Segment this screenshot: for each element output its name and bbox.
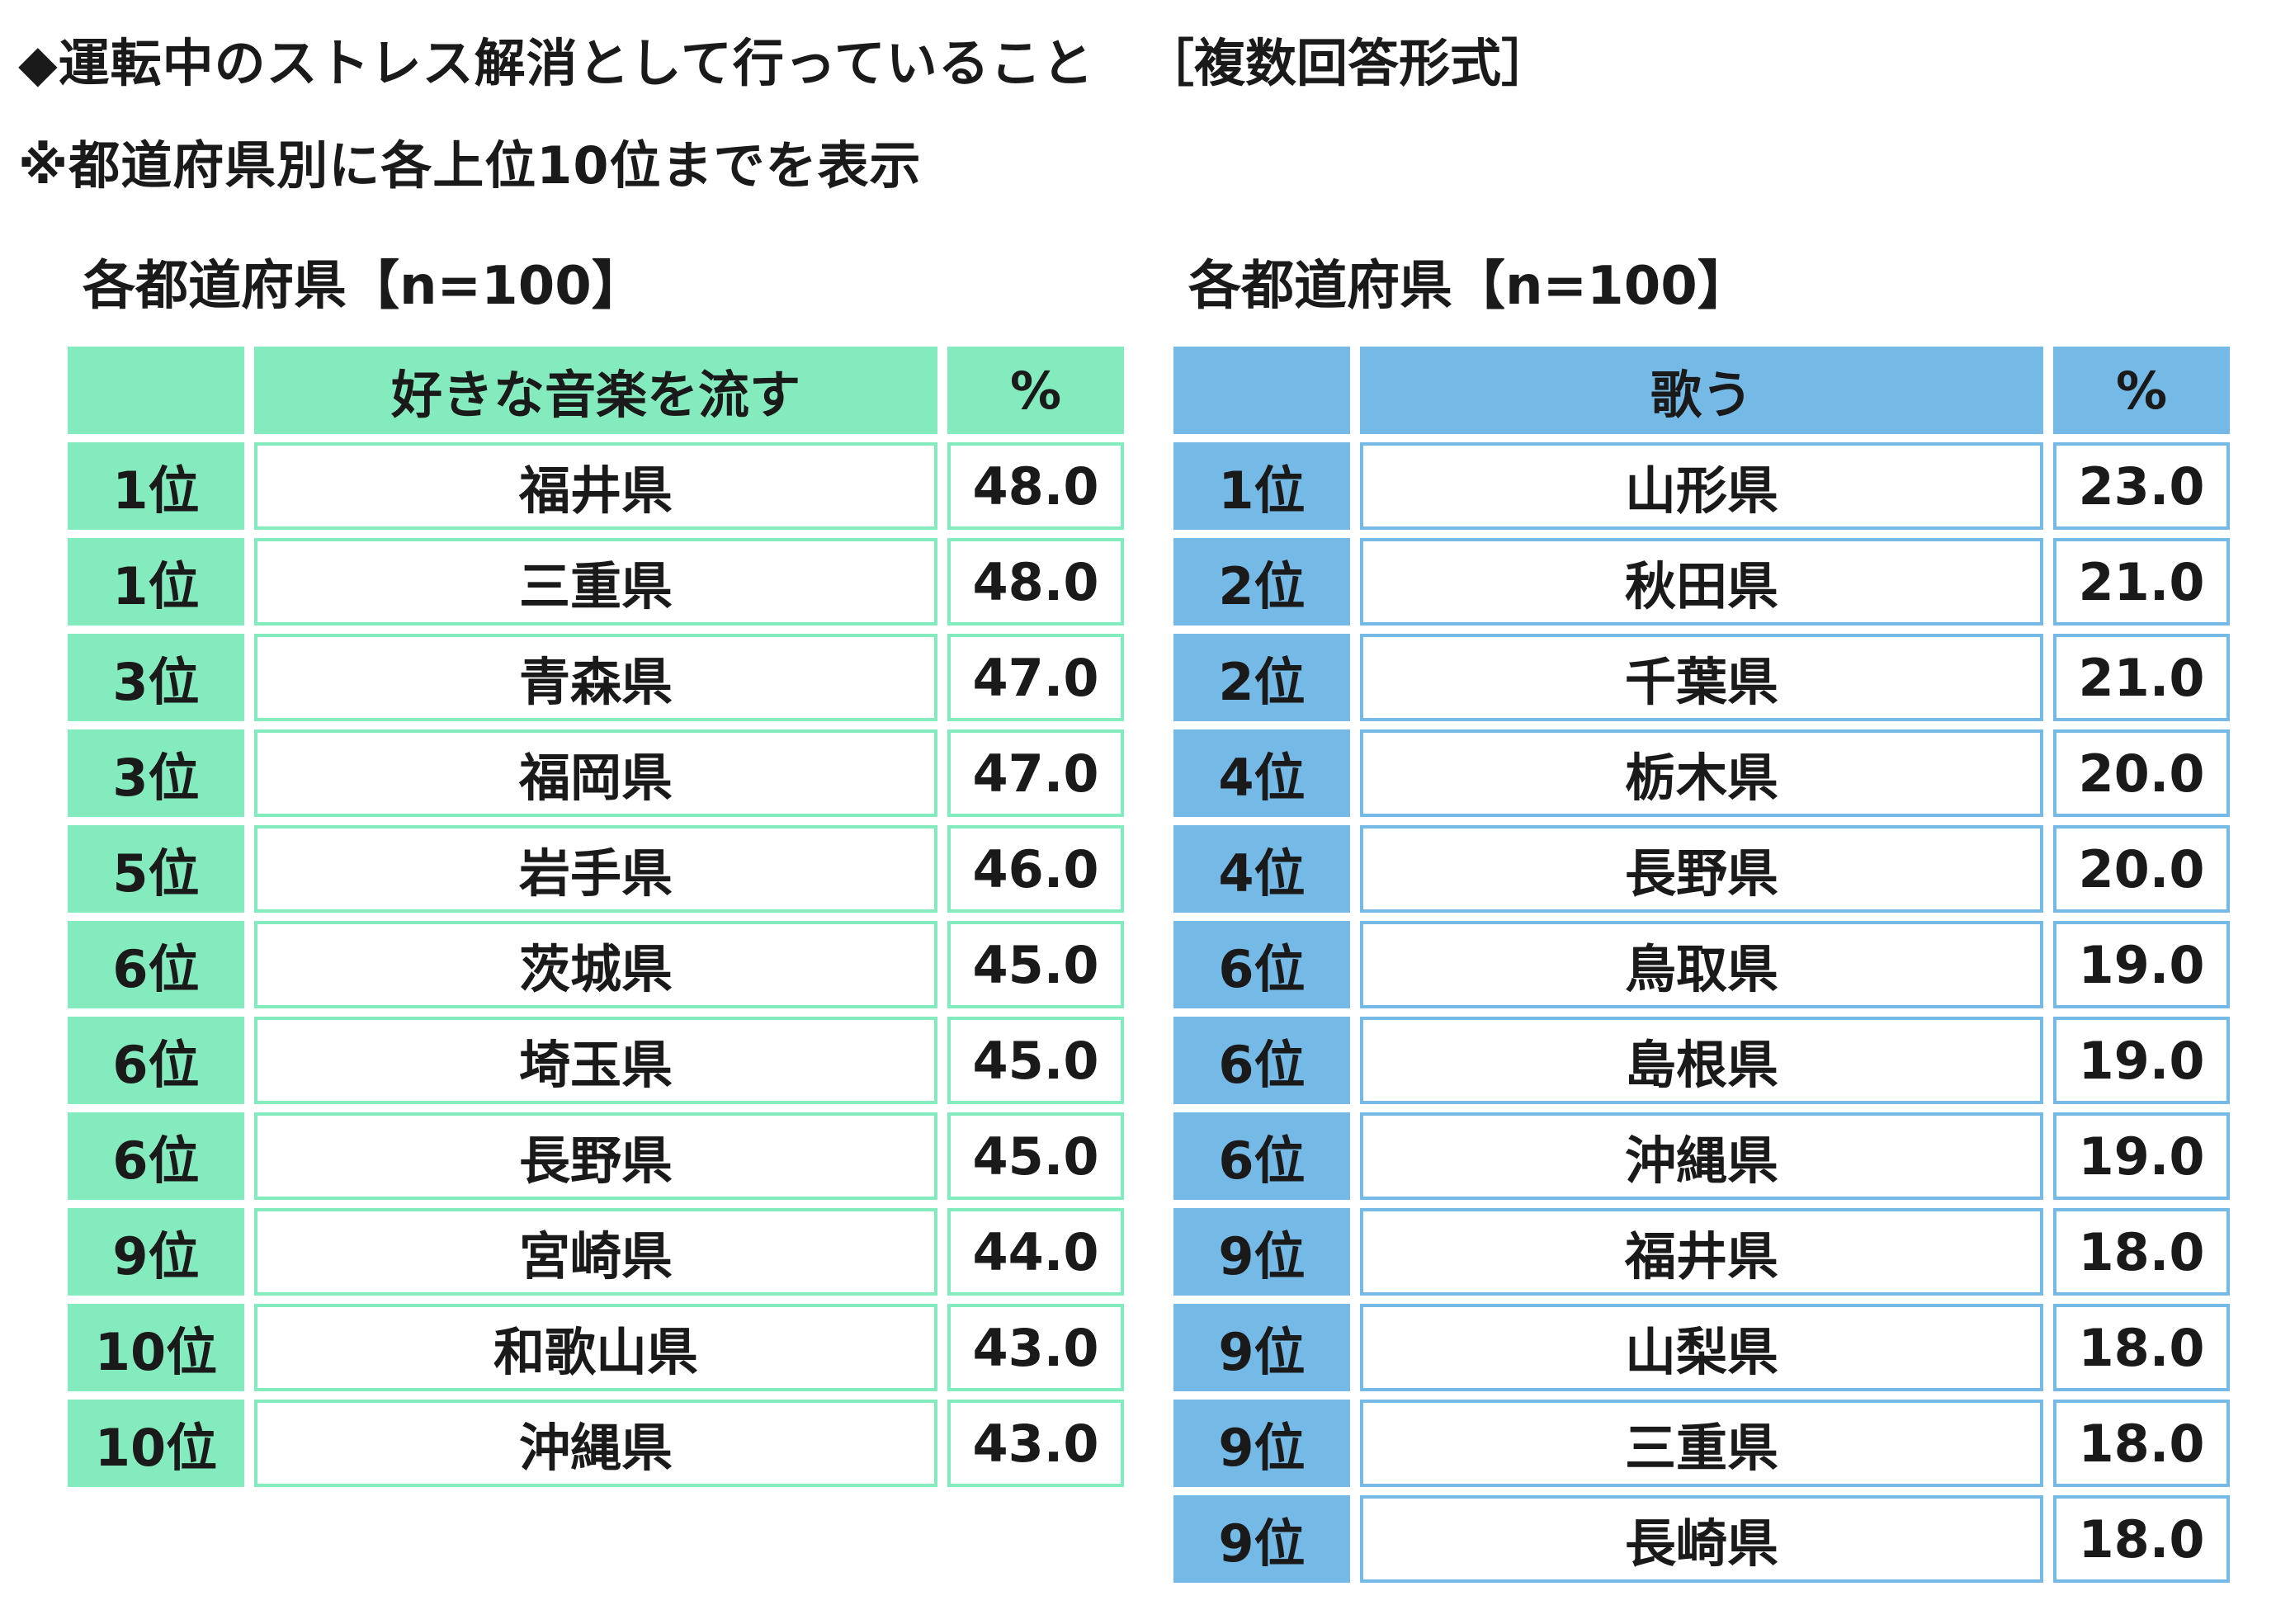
value-cell: 48.0	[947, 442, 1124, 530]
value-cell: 20.0	[2053, 825, 2230, 913]
value-cell: 45.0	[947, 1112, 1124, 1200]
value-cell: 45.0	[947, 1017, 1124, 1104]
left-table-heading: 各都道府県【n=100】	[83, 256, 645, 317]
rank-cell: 6位	[1173, 921, 1350, 1008]
value-cell: 19.0	[2053, 921, 2230, 1008]
rank-cell: 6位	[68, 1112, 244, 1200]
unit-header-cell: %	[2053, 347, 2230, 434]
prefecture-cell: 和歌山県	[254, 1304, 937, 1391]
answer-type-label: ［複数回答形式］	[1143, 33, 1553, 93]
rank-cell: 9位	[1173, 1304, 1350, 1391]
value-cell: 20.0	[2053, 729, 2230, 817]
right-table-heading: 各都道府県【n=100】	[1188, 256, 1750, 317]
prefecture-cell: 茨城県	[254, 921, 937, 1008]
value-cell: 21.0	[2053, 634, 2230, 721]
column-header-cell: 好きな音楽を流す	[254, 347, 937, 434]
rank-cell: 3位	[68, 729, 244, 817]
value-cell: 43.0	[947, 1304, 1124, 1391]
rank-cell: 9位	[1173, 1400, 1350, 1487]
rank-cell: 1位	[68, 538, 244, 626]
rank-cell: 6位	[1173, 1017, 1350, 1104]
rank-cell: 9位	[1173, 1495, 1350, 1583]
prefecture-cell: 島根県	[1360, 1017, 2043, 1104]
rank-cell: 1位	[68, 442, 244, 530]
rank-header-cell	[1173, 347, 1350, 434]
value-cell: 43.0	[947, 1400, 1124, 1487]
prefecture-cell: 栃木県	[1360, 729, 2043, 817]
prefecture-cell: 宮崎県	[254, 1208, 937, 1296]
prefecture-cell: 鳥取県	[1360, 921, 2043, 1008]
rank-cell: 4位	[1173, 825, 1350, 913]
value-cell: 46.0	[947, 825, 1124, 913]
prefecture-cell: 長野県	[254, 1112, 937, 1200]
rank-cell: 3位	[68, 634, 244, 721]
rank-cell: 1位	[1173, 442, 1350, 530]
prefecture-cell: 青森県	[254, 634, 937, 721]
value-cell: 21.0	[2053, 538, 2230, 626]
value-cell: 47.0	[947, 729, 1124, 817]
rank-cell: 10位	[68, 1400, 244, 1487]
prefecture-cell: 秋田県	[1360, 538, 2043, 626]
prefecture-cell: 山梨県	[1360, 1304, 2043, 1391]
prefecture-cell: 福井県	[1360, 1208, 2043, 1296]
rank-cell: 9位	[1173, 1208, 1350, 1296]
value-cell: 48.0	[947, 538, 1124, 626]
value-cell: 44.0	[947, 1208, 1124, 1296]
prefecture-cell: 埼玉県	[254, 1017, 937, 1104]
value-cell: 18.0	[2053, 1304, 2230, 1391]
value-cell: 45.0	[947, 921, 1124, 1008]
column-header-cell: 歌う	[1360, 347, 2043, 434]
chart-note: ※都道府県別に各上位10位までを表示	[18, 135, 922, 196]
value-cell: 19.0	[2053, 1017, 2230, 1104]
value-cell: 18.0	[2053, 1495, 2230, 1583]
rank-cell: 2位	[1173, 538, 1350, 626]
prefecture-cell: 三重県	[254, 538, 937, 626]
value-cell: 18.0	[2053, 1400, 2230, 1487]
prefecture-cell: 福岡県	[254, 729, 937, 817]
rank-cell: 2位	[1173, 634, 1350, 721]
unit-header-cell: %	[947, 347, 1124, 434]
prefecture-cell: 山形県	[1360, 442, 2043, 530]
rank-cell: 10位	[68, 1304, 244, 1391]
rank-cell: 6位	[68, 1017, 244, 1104]
prefecture-cell: 福井県	[254, 442, 937, 530]
prefecture-cell: 長野県	[1360, 825, 2043, 913]
value-cell: 23.0	[2053, 442, 2230, 530]
rank-header-cell	[68, 347, 244, 434]
value-cell: 19.0	[2053, 1112, 2230, 1200]
prefecture-cell: 千葉県	[1360, 634, 2043, 721]
chart-title: ◆運転中のストレス解消として行っていること	[18, 33, 1094, 93]
rank-cell: 9位	[68, 1208, 244, 1296]
rank-cell: 5位	[68, 825, 244, 913]
rank-cell: 6位	[68, 921, 244, 1008]
rank-cell: 6位	[1173, 1112, 1350, 1200]
rank-cell: 4位	[1173, 729, 1350, 817]
value-cell: 18.0	[2053, 1208, 2230, 1296]
prefecture-cell: 沖縄県	[254, 1400, 937, 1487]
prefecture-cell: 沖縄県	[1360, 1112, 2043, 1200]
value-cell: 47.0	[947, 634, 1124, 721]
prefecture-cell: 岩手県	[254, 825, 937, 913]
prefecture-cell: 三重県	[1360, 1400, 2043, 1487]
prefecture-cell: 長崎県	[1360, 1495, 2043, 1583]
